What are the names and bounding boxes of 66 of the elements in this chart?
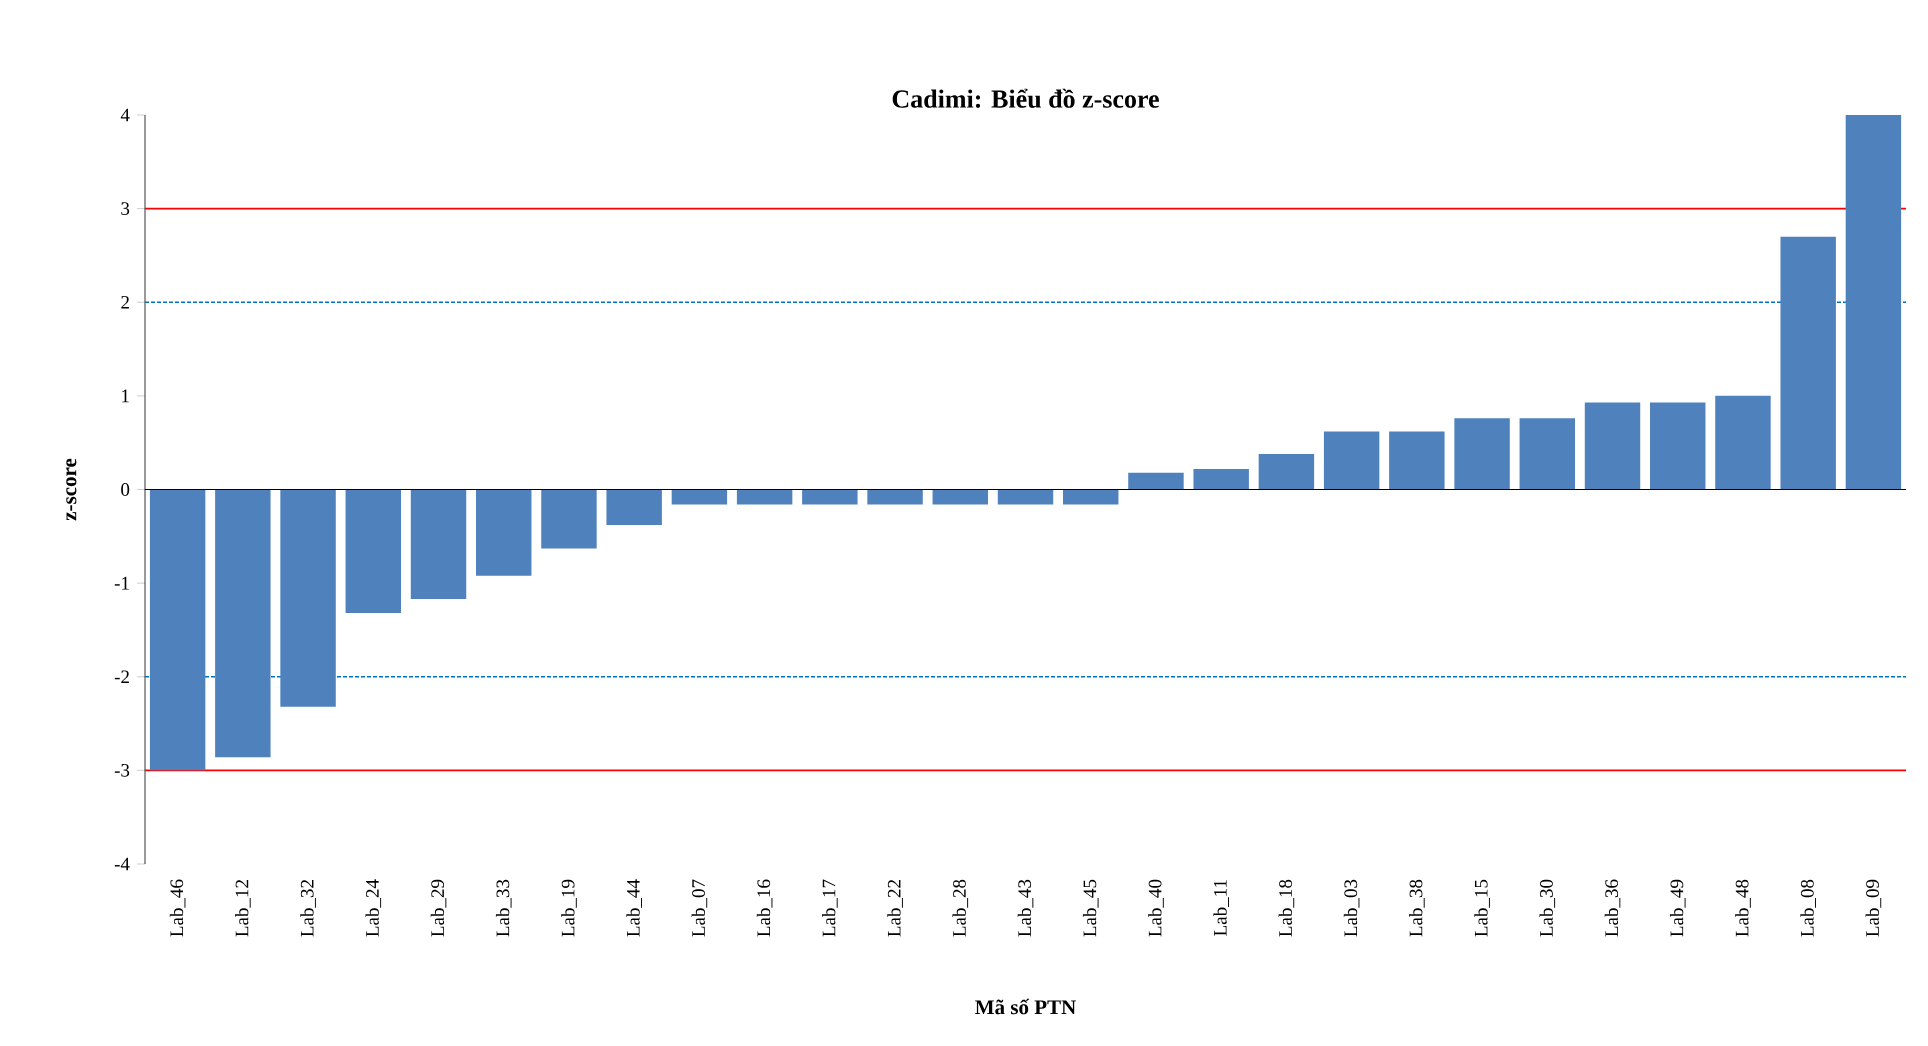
y-axis-title: z-score (66, 458, 77, 521)
bar (671, 489, 728, 505)
x-tick-label: Lab_45 (1082, 879, 1099, 937)
x-tick-label: Lab_30 (1539, 879, 1556, 937)
bar (476, 489, 532, 576)
x-tick-label: Lab_03 (1343, 879, 1360, 937)
y-tick-label: -3 (114, 764, 130, 777)
bar (1845, 115, 1902, 490)
bar (410, 489, 467, 600)
y-tick-label: 1 (122, 389, 129, 403)
x-tick-label: Lab_15 (1474, 879, 1490, 937)
bar (1193, 468, 1249, 490)
bar (1780, 236, 1836, 490)
x-tick-label: Lab_32 (300, 880, 316, 937)
x-tick-label: Lab_17 (822, 879, 838, 937)
x-tick-label: Lab_22 (887, 880, 903, 937)
y-tick-label: 4 (120, 108, 130, 122)
chart-title: Cadimi: Biểu đồ z-score (892, 88, 1159, 108)
bar (541, 489, 597, 549)
x-tick-label: Lab_18 (1278, 879, 1295, 937)
x-tick-label: Lab_09 (1865, 879, 1882, 937)
x-tick-label: Lab_44 (626, 879, 642, 937)
bar (1389, 431, 1445, 490)
bar (997, 489, 1054, 505)
bar (606, 489, 662, 526)
x-tick-label: Lab_12 (235, 880, 251, 937)
bar (149, 489, 206, 771)
x-tick-label: Lab_07 (691, 879, 708, 937)
x-tick-label: Lab_40 (1148, 879, 1164, 937)
y-tick-label: 0 (121, 483, 130, 496)
y-tick-label: -1 (114, 576, 129, 590)
x-tick-label: Lab_29 (430, 879, 447, 937)
x-tick-label: Lab_46 (169, 879, 186, 937)
bar (215, 489, 271, 758)
y-tick-label: 3 (121, 202, 130, 216)
bar (1323, 431, 1380, 490)
y-tick-label: -4 (114, 857, 130, 871)
bar (932, 489, 989, 505)
bar (867, 489, 923, 505)
x-tick-label: Lab_38 (1409, 879, 1425, 937)
bar (345, 489, 401, 614)
y-tick-label: -2 (114, 670, 129, 684)
bar (280, 489, 336, 707)
bar (1584, 402, 1641, 490)
x-tick-label: Lab_16 (756, 879, 773, 937)
bar (1063, 489, 1119, 505)
x-tick-label: Lab_11 (1213, 880, 1229, 936)
bar (1715, 395, 1771, 490)
bar (1454, 418, 1510, 490)
bar (1258, 453, 1315, 490)
x-tick-label: Lab_28 (952, 879, 969, 937)
y-tick-label: 2 (121, 295, 129, 309)
x-axis-title: Mã số PTN (975, 998, 1076, 1015)
x-tick-label: Lab_33 (495, 879, 512, 937)
x-tick-label: Lab_36 (1604, 879, 1621, 937)
bar (1519, 418, 1576, 490)
bar (1128, 472, 1184, 490)
x-tick-label: Lab_43 (1017, 879, 1034, 937)
x-tick-label: Lab_48 (1735, 879, 1751, 937)
bar (802, 489, 858, 505)
x-tick-label: Lab_19 (561, 879, 577, 937)
bar (736, 489, 793, 505)
x-tick-label: Lab_08 (1800, 879, 1816, 937)
x-tick-label: Lab_49 (1669, 879, 1686, 937)
bar (1650, 402, 1706, 490)
x-tick-label: Lab_24 (365, 879, 382, 937)
